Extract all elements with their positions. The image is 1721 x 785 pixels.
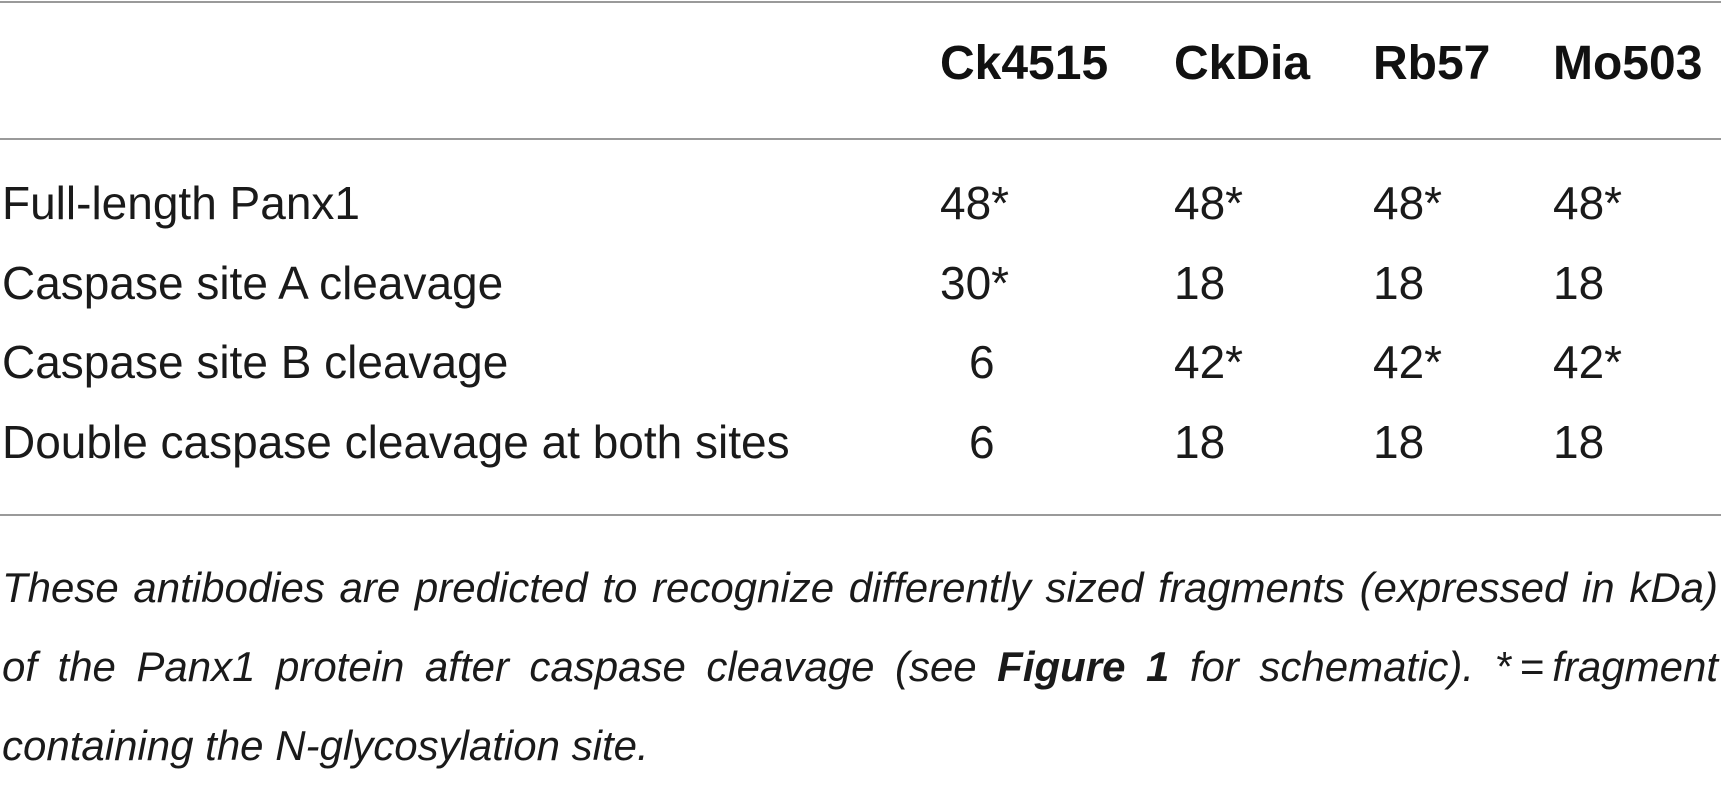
cell-double-rb57: 18 — [1373, 416, 1425, 468]
figure-reference: Figure 1 — [997, 643, 1170, 690]
cell-double-ckdia: 18 — [1174, 416, 1226, 468]
footnote-text-part1: These antibodies are predicted to recogn… — [2, 564, 1718, 690]
table-top-rule — [0, 1, 1721, 3]
row-label-full-length: Full-length Panx1 — [2, 177, 360, 229]
cell-full-length-ck4515: 48* — [940, 177, 1010, 229]
row-label-site-a: Caspase site A cleavage — [2, 257, 504, 309]
cell-site-a-ckdia: 18 — [1174, 257, 1226, 309]
cell-double-mo503: 18 — [1553, 416, 1605, 468]
footnote-text-part2: for schematic). * = fragment containing … — [2, 643, 1719, 769]
cell-full-length-rb57: 48* — [1373, 177, 1443, 229]
cell-site-b-rb57: 42* — [1373, 336, 1443, 388]
cell-site-b-ck4515: 6 — [969, 336, 995, 388]
column-header-ck4515: Ck4515 — [940, 37, 1109, 90]
cell-site-a-rb57: 18 — [1373, 257, 1425, 309]
column-header-ckdia: CkDia — [1174, 37, 1311, 90]
row-label-site-b: Caspase site B cleavage — [2, 336, 509, 388]
cell-site-a-mo503: 18 — [1553, 257, 1605, 309]
column-header-mo503: Mo503 — [1553, 37, 1703, 90]
row-label-double: Double caspase cleavage at both sites — [2, 416, 790, 468]
table-bottom-rule — [0, 514, 1721, 516]
cell-double-ck4515: 6 — [969, 416, 995, 468]
table-header-rule — [0, 138, 1721, 140]
cell-site-b-ckdia: 42* — [1174, 336, 1244, 388]
cell-site-b-mo503: 42* — [1553, 336, 1623, 388]
column-header-rb57: Rb57 — [1373, 37, 1491, 90]
cell-site-a-ck4515: 30* — [940, 257, 1010, 309]
cell-full-length-mo503: 48* — [1553, 177, 1623, 229]
table-footnote: These antibodies are predicted to recogn… — [2, 548, 1718, 785]
cell-full-length-ckdia: 48* — [1174, 177, 1244, 229]
